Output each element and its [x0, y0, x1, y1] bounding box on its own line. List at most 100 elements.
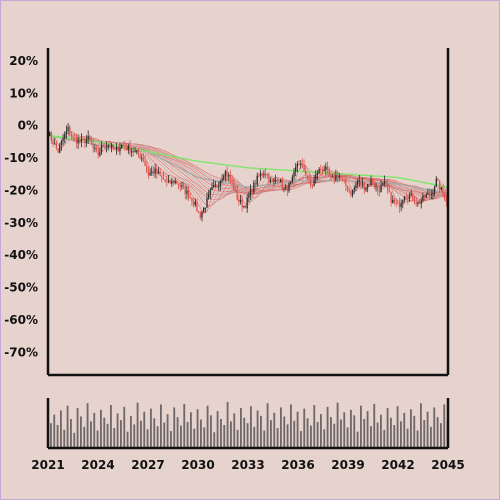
volume-bar	[240, 408, 242, 448]
candle-body	[146, 165, 148, 171]
candle-body	[301, 163, 304, 165]
candle-body	[254, 182, 257, 185]
candle-body	[393, 199, 396, 203]
x-tick-label: 2036	[281, 458, 314, 472]
candle-body	[164, 179, 166, 182]
volume-bar	[186, 421, 189, 448]
volume-bar	[163, 422, 166, 448]
candle-body	[440, 187, 442, 190]
volume-bar	[83, 426, 86, 448]
candle-body	[92, 144, 94, 149]
volume-bar	[426, 411, 429, 448]
candle-body	[114, 149, 116, 151]
volume-bar	[166, 414, 169, 448]
y-tick-label: 0%	[18, 119, 38, 133]
volume-bar	[326, 406, 329, 448]
volume-bar	[60, 410, 62, 448]
candle-body	[172, 180, 175, 184]
candle-body	[151, 171, 153, 174]
candle-body	[373, 184, 376, 188]
candle-body	[341, 178, 344, 180]
candle-body	[368, 184, 371, 186]
candle-body	[325, 166, 327, 170]
volume-bar	[400, 421, 402, 448]
candle-body	[177, 183, 180, 186]
x-tick-label: 2042	[381, 458, 414, 472]
candle-body	[405, 196, 407, 198]
volume-bar	[213, 432, 216, 448]
x-tick-label: 2027	[131, 458, 164, 472]
candle-body	[348, 190, 350, 192]
candle-body	[162, 177, 165, 180]
candle-body	[427, 193, 429, 195]
candle-body	[187, 190, 190, 198]
y-tick-labels: 20% 10% 0% -10% -20% -30% -40% -50% -60% -70%	[4, 54, 38, 359]
candle-body	[241, 199, 243, 207]
volume-bar	[330, 417, 332, 448]
candle-body	[263, 173, 265, 176]
candle-body	[437, 178, 439, 181]
candle-body	[249, 189, 252, 196]
candle-body	[346, 185, 349, 191]
candle-body	[85, 139, 88, 143]
candle-body	[412, 193, 414, 201]
volume-bar	[160, 404, 162, 448]
candle-body	[315, 174, 317, 180]
volume-bar	[200, 419, 202, 448]
candle-body	[234, 189, 237, 191]
candle-body	[184, 186, 186, 194]
candle-body	[157, 172, 160, 174]
candle-body	[256, 175, 258, 185]
candle-body	[268, 175, 270, 183]
volume-bar	[180, 425, 182, 448]
candle-body	[181, 185, 183, 187]
candle-body	[418, 202, 421, 204]
candle-body	[397, 203, 399, 205]
candle-body	[214, 184, 217, 186]
x-tick-label: 2045	[431, 458, 464, 472]
candle-body	[253, 182, 255, 193]
candle-body	[271, 180, 273, 182]
moving-average-green-line	[47, 134, 449, 188]
candle-body	[330, 175, 332, 178]
candle-body	[189, 197, 191, 199]
candle-body	[243, 205, 245, 207]
volume-bar	[406, 428, 409, 448]
candle-body	[174, 180, 176, 184]
volume-bar	[96, 430, 99, 448]
volume-bar	[246, 423, 249, 448]
candle-body	[120, 144, 123, 149]
candle-body	[221, 179, 223, 182]
candle-body	[206, 197, 208, 208]
volume-bar	[256, 410, 259, 448]
volume-bar	[410, 409, 412, 448]
candle-body	[192, 201, 195, 205]
volume-bar	[376, 422, 379, 448]
candle-body	[417, 202, 419, 204]
candle-body	[239, 199, 242, 202]
candle-body	[80, 138, 83, 142]
volume-bar	[236, 429, 239, 448]
candle-body	[115, 147, 118, 150]
candle-body	[269, 180, 272, 183]
volume-bar	[176, 417, 179, 448]
candle-body	[211, 187, 213, 191]
candle-body	[50, 132, 53, 141]
volume-bar	[173, 407, 176, 448]
candle-body	[142, 157, 145, 161]
candle-body	[438, 180, 441, 190]
candle-body	[266, 174, 268, 176]
candle-body	[413, 200, 416, 203]
candle-body	[423, 195, 426, 198]
candle-body	[313, 179, 315, 186]
volume-bar	[140, 420, 142, 448]
volume-bar	[80, 416, 82, 448]
candle-body	[321, 170, 324, 172]
candle-body	[353, 187, 355, 191]
candle-body	[296, 164, 299, 168]
candle-body	[430, 194, 432, 196]
candle-body	[320, 168, 322, 171]
candle-body	[286, 186, 288, 192]
candle-body	[251, 189, 253, 193]
volume-bar	[206, 405, 209, 448]
